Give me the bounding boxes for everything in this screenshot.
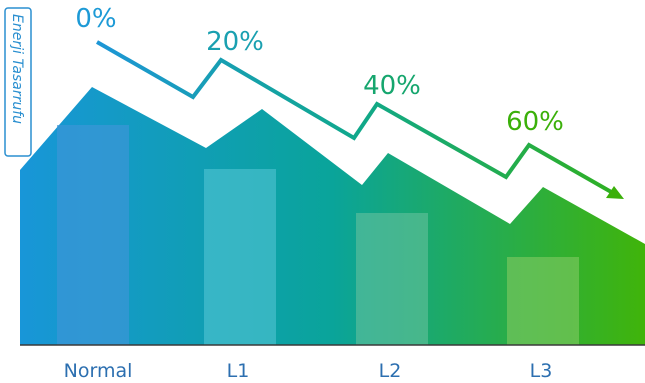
- bar-l3: [507, 257, 579, 345]
- category-label: L2: [379, 360, 402, 382]
- category-label-group: Normal L1 L2 L3: [64, 360, 553, 382]
- y-axis-label: Enerji Tasarrufu: [9, 14, 25, 124]
- category-label: L3: [530, 360, 553, 382]
- category-label: Normal: [64, 360, 133, 382]
- savings-label: 60%: [506, 107, 564, 137]
- y-axis-label-tab: Enerji Tasarrufu: [4, 7, 32, 157]
- category-label: L1: [227, 360, 250, 382]
- background-area: [20, 87, 645, 345]
- savings-label: 0%: [75, 4, 116, 34]
- bar-l1: [204, 169, 276, 345]
- savings-label: 20%: [206, 27, 264, 57]
- savings-label: 40%: [363, 71, 421, 101]
- bar-normal: [57, 125, 129, 345]
- bar-l2: [356, 213, 428, 345]
- bar-group: [57, 125, 579, 345]
- savings-label-group: 0% 20% 40% 60%: [75, 4, 564, 137]
- arrow-head-icon: [606, 186, 624, 199]
- savings-trend-arrow: [96, 40, 614, 195]
